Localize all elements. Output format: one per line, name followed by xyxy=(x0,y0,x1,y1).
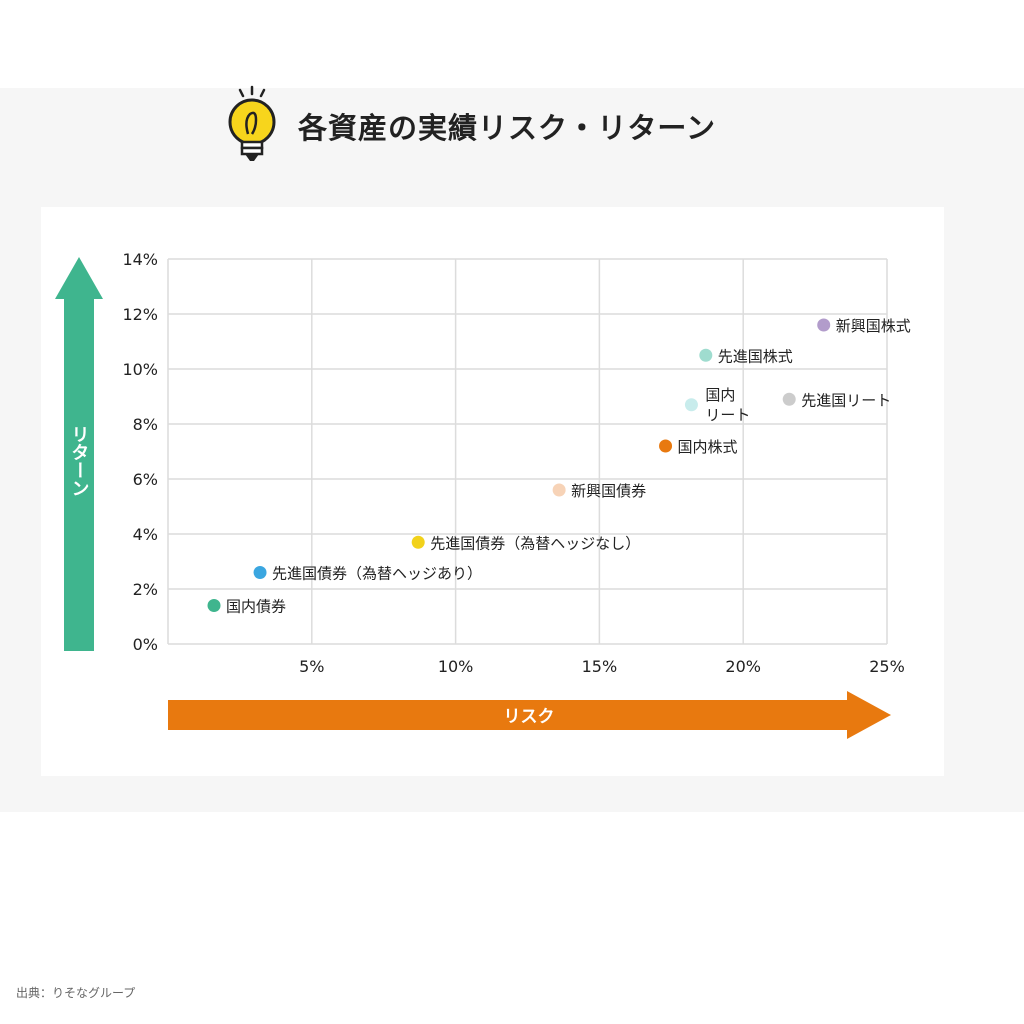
page-title: 各資産の実績リスク・リターン xyxy=(298,111,716,145)
data-label: 国内 xyxy=(705,386,735,404)
data-point xyxy=(684,398,698,412)
x-tick-label: 25% xyxy=(869,657,905,676)
x-axis-label: リスク xyxy=(504,707,555,727)
data-point xyxy=(817,318,831,332)
data-point xyxy=(782,392,796,406)
scatter-chart: 0% 2% 4% 6% 8% 10% 12% 14% 5% 10% 15% 20% 25% リターンリスク… xyxy=(55,250,911,739)
y-tick-label: 2% xyxy=(133,580,158,599)
x-tick-label: 15% xyxy=(582,657,618,676)
data-label: 先進国債券（為替ヘッジあり） xyxy=(272,565,482,583)
y-axis-label: リターン xyxy=(69,425,90,497)
data-label: 先進国リート xyxy=(801,391,891,409)
header: 各資産の実績リスク・リターン xyxy=(224,84,716,168)
x-axis-arrow xyxy=(168,691,891,739)
data-point xyxy=(253,566,267,579)
data-point xyxy=(552,483,566,497)
data-label: 新興国債券 xyxy=(571,482,646,500)
y-tick-label: 14% xyxy=(122,250,158,269)
data-point xyxy=(411,535,425,549)
x-tick-label: 20% xyxy=(725,657,761,676)
data-label: 新興国株式 xyxy=(836,317,911,335)
y-tick-label: 4% xyxy=(133,525,158,544)
y-tick-label: 8% xyxy=(133,415,158,434)
chart-card: 0% 2% 4% 6% 8% 10% 12% 14% 5% 10% 15% 20% 25% リターンリスク… xyxy=(41,207,944,776)
data-point xyxy=(207,599,221,612)
y-tick-label: 10% xyxy=(122,360,158,379)
y-tick-label: 0% xyxy=(133,635,158,654)
source-credit: 出典：りそなグループ xyxy=(16,986,136,1000)
data-label: リート xyxy=(705,406,750,424)
y-tick-label: 12% xyxy=(122,305,158,324)
data-label: 先進国債券（為替ヘッジなし） xyxy=(430,534,640,552)
data-label: 国内債券 xyxy=(226,598,286,616)
data-point xyxy=(659,439,673,453)
data-label: 先進国株式 xyxy=(718,347,793,365)
y-axis-arrow xyxy=(55,257,103,651)
data-point xyxy=(699,348,713,362)
x-tick-label: 10% xyxy=(438,657,474,676)
data-label: 国内株式 xyxy=(678,438,738,456)
x-tick-label: 5% xyxy=(299,657,324,676)
lightbulb-icon xyxy=(228,85,276,161)
y-tick-label: 6% xyxy=(133,470,158,489)
